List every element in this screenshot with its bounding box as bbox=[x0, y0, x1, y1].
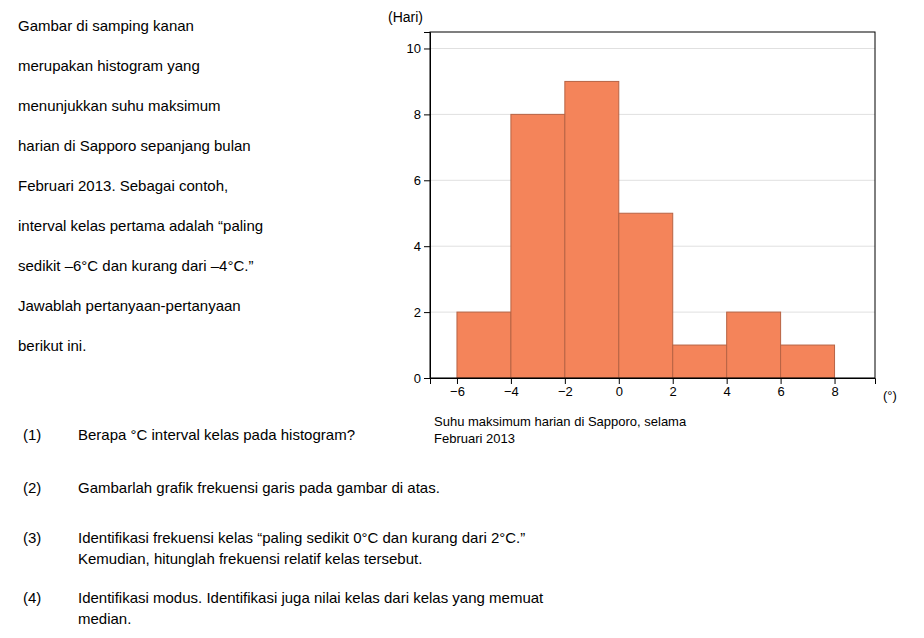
question-text: Identifikasi frekuensi kelas “paling sed… bbox=[78, 529, 525, 546]
x-tick-label: −4 bbox=[504, 384, 519, 399]
paragraph-line: Februari 2013. Sebagai contoh, bbox=[18, 177, 228, 194]
question-text: Kemudian, hitunglah frekuensi relatif ke… bbox=[78, 550, 422, 567]
x-tick-mark bbox=[457, 378, 458, 384]
x-tick-label: −6 bbox=[450, 384, 465, 399]
caption-line: Suhu maksimum harian di Sapporo, selama bbox=[434, 414, 687, 429]
paragraph-line: Jawablah pertanyaan-pertanyaan bbox=[18, 297, 241, 314]
y-tick-label: 10 bbox=[407, 41, 421, 56]
paragraph-line: merupakan histogram yang bbox=[18, 57, 200, 74]
bar bbox=[511, 114, 565, 378]
question-number: (3) bbox=[23, 529, 41, 546]
x-tick-mark bbox=[673, 378, 674, 384]
y-tick-mark bbox=[424, 180, 430, 181]
paragraph-line: Gambar di samping kanan bbox=[18, 17, 194, 34]
caption-line: Februari 2013 bbox=[434, 431, 515, 446]
y-tick: 8 bbox=[414, 107, 430, 122]
x-tick-label: 4 bbox=[724, 384, 731, 399]
paragraph: Gambar di samping kanan merupakan histogr… bbox=[18, 17, 263, 354]
x-tick: −4 bbox=[504, 378, 519, 399]
x-tick-mark bbox=[835, 378, 836, 384]
y-tick-label: 2 bbox=[414, 305, 421, 320]
x-tick: 2 bbox=[670, 378, 677, 399]
y-tick-mark bbox=[424, 114, 430, 115]
y-tick: 10 bbox=[407, 41, 430, 56]
paragraph-line: berikut ini. bbox=[18, 337, 86, 354]
x-tick-label: 8 bbox=[831, 384, 838, 399]
x-tick: 6 bbox=[777, 378, 784, 399]
question-number: (1) bbox=[23, 426, 41, 443]
x-tick-label: 6 bbox=[777, 384, 784, 399]
grid-line bbox=[430, 114, 875, 115]
y-tick-label: 0 bbox=[414, 371, 421, 386]
bar bbox=[727, 312, 781, 378]
question-text: Identifikasi modus. Identifikasi juga ni… bbox=[78, 589, 544, 606]
question-text: Berapa °C interval kelas pada histogram? bbox=[78, 426, 355, 443]
question-text: median. bbox=[78, 610, 131, 627]
y-tick-mark bbox=[424, 378, 430, 379]
grid bbox=[430, 48, 875, 378]
bar bbox=[619, 213, 673, 378]
y-axis-line bbox=[424, 33, 431, 379]
paragraph-line: sedikit –6°C dan kurang dari –4°C.” bbox=[18, 257, 253, 274]
x-tick-mark bbox=[565, 378, 566, 384]
y-tick-mark bbox=[424, 246, 430, 247]
bar bbox=[565, 81, 619, 378]
bars bbox=[457, 81, 835, 378]
x-tick: 0 bbox=[616, 378, 623, 399]
grid-line bbox=[430, 180, 875, 181]
x-tick: −6 bbox=[450, 378, 465, 399]
bar bbox=[673, 345, 727, 378]
grid-line bbox=[430, 48, 875, 49]
y-axis-label: (Hari) bbox=[388, 9, 423, 25]
x-axis-line bbox=[431, 379, 876, 385]
y-tick: 0 bbox=[414, 371, 430, 386]
bar bbox=[457, 312, 511, 378]
y-tick-mark bbox=[424, 312, 430, 313]
y-tick-label: 8 bbox=[414, 107, 421, 122]
x-tick-mark bbox=[511, 378, 512, 384]
x-tick-label: 2 bbox=[670, 384, 677, 399]
x-tick-mark bbox=[727, 378, 728, 384]
question-number: (4) bbox=[23, 589, 41, 606]
question-text: Gambarlah grafik frekuensi garis pada ga… bbox=[78, 479, 440, 496]
y-tick-label: 4 bbox=[414, 239, 421, 254]
bar bbox=[781, 345, 835, 378]
x-tick-label: 0 bbox=[616, 384, 623, 399]
x-tick: −2 bbox=[558, 378, 573, 399]
paragraph-line: menunjukkan suhu maksimum bbox=[18, 97, 221, 114]
y-tick-label: 6 bbox=[414, 173, 421, 188]
plot-frame bbox=[430, 32, 875, 378]
y-tick: 6 bbox=[414, 173, 430, 188]
x-tick-mark bbox=[619, 378, 620, 384]
x-tick-label: −2 bbox=[558, 384, 573, 399]
questions: (1) Berapa °C interval kelas pada histogr… bbox=[23, 426, 544, 627]
y-tick-mark bbox=[424, 48, 430, 49]
paragraph-line: interval kelas pertama adalah “paling bbox=[18, 217, 263, 234]
y-tick: 4 bbox=[414, 239, 430, 254]
page: −6 −4 −2 0 2 4 6 8 0 2 4 6 8 10 (Hari) (°) Suhu maksimum… bbox=[0, 0, 924, 638]
y-axis: 0 2 4 6 8 10 bbox=[407, 33, 431, 386]
y-tick: 2 bbox=[414, 305, 430, 320]
caption: Suhu maksimum harian di Sapporo, selama F… bbox=[434, 414, 687, 446]
x-tick-mark bbox=[781, 378, 782, 384]
x-axis-label: (°) bbox=[883, 388, 897, 403]
x-axis: −6 −4 −2 0 2 4 6 8 bbox=[431, 378, 876, 399]
x-tick: 8 bbox=[831, 378, 838, 399]
x-tick: 4 bbox=[724, 378, 731, 399]
question-number: (2) bbox=[23, 479, 41, 496]
paragraph-line: harian di Sapporo sepanjang bulan bbox=[18, 137, 251, 154]
